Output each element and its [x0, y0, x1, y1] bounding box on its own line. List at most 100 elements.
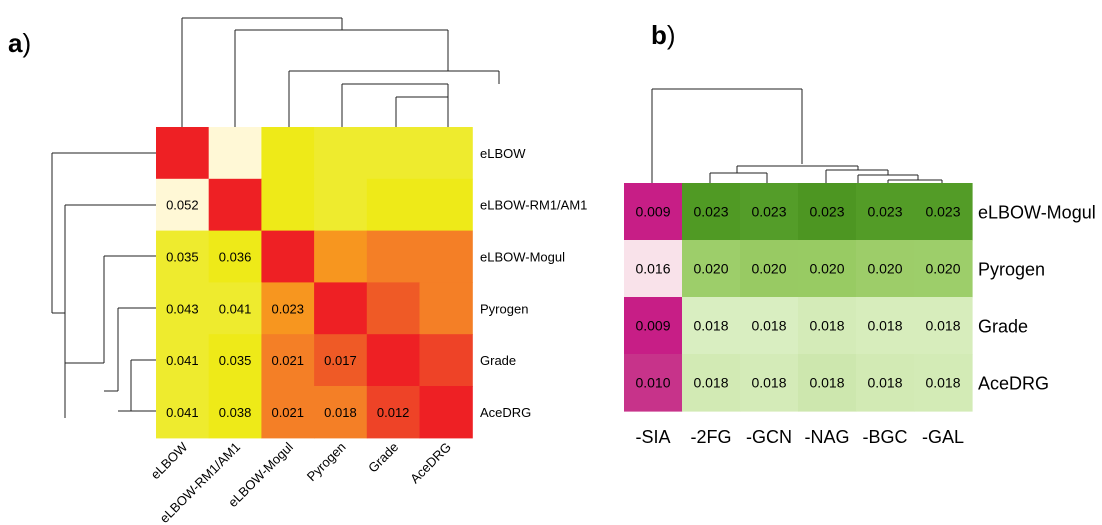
cell-value-label: 0.009 — [635, 204, 670, 220]
heatmap-cell — [856, 240, 915, 298]
heatmap-cell — [624, 297, 683, 355]
cell-value-label: 0.035 — [166, 250, 199, 265]
heatmap-cell — [914, 297, 973, 355]
column-dendrogram — [181, 17, 500, 127]
row-label: eLBOW-RM1/AM1 — [480, 198, 587, 213]
row-label: eLBOW-Mogul — [480, 250, 565, 265]
heatmap-cell — [798, 240, 857, 298]
cell-value-label: 0.016 — [635, 261, 670, 277]
heatmap-cell — [740, 297, 799, 355]
heatmap-cell — [156, 230, 210, 283]
cell-value-label: 0.036 — [219, 250, 252, 265]
cell-value-label: 0.023 — [693, 204, 728, 220]
heatmap-panel-a: 0.052 0.035 0.036 0.043 0.041 0.023 0.041 0.035… — [51, 17, 587, 525]
cell-value-label: 0.017 — [324, 353, 357, 368]
heatmap-cell — [740, 354, 799, 412]
cell-value-label: 0.052 — [166, 198, 199, 213]
row-label: Grade — [978, 317, 1028, 337]
cell-value-label: 0.012 — [377, 405, 410, 420]
cell-value-label: 0.021 — [271, 405, 304, 420]
cell-value-label: 0.018 — [867, 318, 902, 334]
heatmap-cell — [419, 127, 473, 180]
heatmap-cell — [261, 178, 315, 232]
heatmap-cell — [624, 183, 683, 241]
heatmap-cell — [314, 127, 368, 180]
row-label: Grade — [480, 353, 516, 368]
heatmap-cell — [261, 127, 315, 180]
heatmap-cell — [314, 334, 368, 387]
heatmap-cell — [624, 240, 683, 298]
cell-value-label: 0.041 — [166, 405, 199, 420]
cell-value-label: 0.018 — [867, 375, 902, 391]
heatmap-cell — [366, 230, 421, 283]
heatmap-cell — [208, 230, 262, 283]
heatmap-cell — [366, 386, 421, 439]
heatmap-cell — [856, 297, 915, 355]
cell-value-label: 0.018 — [324, 405, 357, 420]
column-label: AceDRG — [407, 439, 454, 486]
heatmap-panel-b: 0.009 0.023 0.023 0.023 0.023 0.023 0.016 0.020… — [624, 88, 1096, 447]
cell-value-label: 0.041 — [219, 301, 252, 316]
cell-value-label: 0.023 — [867, 204, 902, 220]
row-dendrogram — [51, 152, 156, 418]
heatmap-cell — [261, 282, 315, 335]
cell-value-label: 0.018 — [925, 375, 960, 391]
cell-value-label: 0.018 — [809, 375, 844, 391]
heatmap-cell — [419, 178, 473, 232]
cell-value-label: 0.020 — [693, 261, 728, 277]
cell-value-label: 0.043 — [166, 301, 199, 316]
row-label: eLBOW-Mogul — [978, 203, 1096, 223]
heatmap-cell — [366, 127, 421, 180]
column-label: -BGC — [863, 427, 908, 447]
heatmap-cell — [856, 183, 915, 241]
cell-value-label: 0.020 — [809, 261, 844, 277]
cell-value-label: 0.018 — [751, 375, 786, 391]
heatmap-cell — [156, 178, 210, 232]
row-label: AceDRG — [978, 374, 1049, 394]
row-label: eLBOW — [480, 146, 526, 161]
cell-value-label: 0.021 — [271, 353, 304, 368]
cell-value-label: 0.018 — [693, 318, 728, 334]
cell-value-label: 0.035 — [219, 353, 252, 368]
heatmap-cell — [208, 127, 262, 180]
heatmap-cell — [682, 297, 741, 355]
cell-value-label: 0.018 — [693, 375, 728, 391]
heatmap-cell — [366, 282, 421, 335]
heatmap-cell — [208, 386, 262, 439]
row-label: Pyrogen — [480, 301, 528, 316]
cell-value-label: 0.020 — [867, 261, 902, 277]
heatmap-cell — [682, 183, 741, 241]
column-label: Pyrogen — [304, 439, 349, 484]
heatmap-cell — [914, 183, 973, 241]
heatmap-cell — [261, 230, 315, 283]
column-dendrogram — [651, 88, 943, 183]
heatmap-cell — [914, 240, 973, 298]
heatmap-cell — [856, 354, 915, 412]
heatmap-cell — [314, 386, 368, 439]
column-label: -2FG — [690, 427, 731, 447]
heatmap-cell — [682, 354, 741, 412]
cell-value-label: 0.020 — [751, 261, 786, 277]
cell-value-label: 0.023 — [925, 204, 960, 220]
cell-value-label: 0.018 — [809, 318, 844, 334]
panel-a-label: a) — [8, 28, 32, 58]
heatmap-cell — [208, 178, 262, 232]
heatmap-cell — [419, 282, 473, 335]
heatmap-cell — [366, 178, 421, 232]
heatmap-cell — [682, 240, 741, 298]
column-label: Grade — [365, 439, 401, 475]
panel-b-label: b) — [651, 20, 676, 50]
column-label: -GCN — [746, 427, 792, 447]
heatmap-cell — [261, 334, 315, 387]
column-label: -GAL — [922, 427, 964, 447]
heatmap-cell — [419, 334, 473, 387]
heatmap-cell — [314, 178, 368, 232]
cell-value-label: 0.023 — [751, 204, 786, 220]
cell-value-label: 0.020 — [925, 261, 960, 277]
heatmap-cell — [740, 240, 799, 298]
cell-value-label: 0.041 — [166, 353, 199, 368]
heatmap-cell — [156, 334, 210, 387]
cell-value-label: 0.018 — [751, 318, 786, 334]
cell-value-label: 0.010 — [635, 375, 670, 391]
